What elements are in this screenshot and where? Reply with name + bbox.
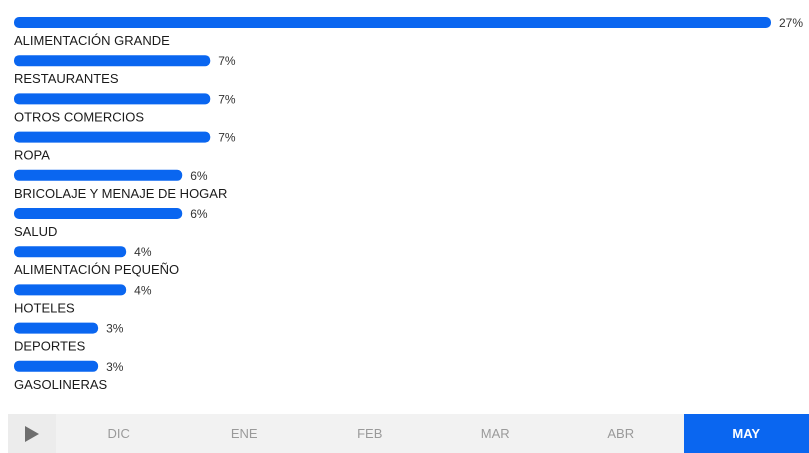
- bar-chart: 27% ALIMENTACIÓN GRANDE 7% RESTAURANTES 7% OT…: [14, 16, 803, 392]
- bar-5[interactable]: [14, 208, 183, 219]
- category-label-5: SALUD: [14, 224, 57, 239]
- value-label-3: 7%: [218, 131, 236, 145]
- value-label-5: 6%: [190, 207, 208, 221]
- timeline-bar: DIC ENE FEB MAR ABR MAY: [8, 414, 809, 453]
- bar-2[interactable]: [14, 93, 211, 105]
- category-label-3: ROPA: [14, 148, 50, 163]
- month-tab-ene[interactable]: ENE: [230, 426, 258, 441]
- category-label-2: OTROS COMERCIOS: [14, 109, 144, 124]
- month-tab-may[interactable]: MAY: [683, 414, 809, 453]
- value-label-6: 4%: [134, 245, 152, 259]
- play-button[interactable]: [8, 414, 56, 453]
- bar-8[interactable]: [14, 322, 99, 334]
- category-label-0: ALIMENTACIÓN GRANDE: [14, 33, 170, 48]
- month-tab-abr[interactable]: ABR: [607, 426, 635, 441]
- value-label-1: 7%: [218, 54, 236, 68]
- bar-3[interactable]: [14, 131, 211, 143]
- bar-6[interactable]: [14, 246, 127, 258]
- value-label-7: 4%: [134, 283, 152, 297]
- bar-7[interactable]: [14, 284, 127, 296]
- bar-4[interactable]: [14, 169, 183, 181]
- month-tab-dic[interactable]: DIC: [107, 426, 130, 441]
- value-label-2: 7%: [218, 92, 236, 106]
- bar-0[interactable]: [14, 17, 771, 28]
- bar-1[interactable]: [14, 55, 211, 67]
- value-label-8: 3%: [106, 322, 124, 336]
- month-tab-feb[interactable]: FEB: [357, 426, 383, 441]
- month-tab-mar[interactable]: MAR: [480, 426, 510, 441]
- category-label-4: BRICOLAJE Y MENAJE DE HOGAR: [14, 186, 227, 201]
- category-label-7: HOTELES: [14, 300, 75, 315]
- category-label-6: ALIMENTACIÓN PEQUEÑO: [14, 262, 179, 277]
- play-icon: [25, 425, 39, 442]
- category-label-1: RESTAURANTES: [14, 71, 119, 86]
- value-label-0: 27%: [779, 16, 803, 30]
- category-label-9: GASOLINERAS: [14, 377, 108, 392]
- value-label-4: 6%: [190, 169, 208, 183]
- category-label-8: DEPORTES: [14, 339, 86, 354]
- bar-9[interactable]: [14, 360, 99, 372]
- value-label-9: 3%: [106, 360, 124, 374]
